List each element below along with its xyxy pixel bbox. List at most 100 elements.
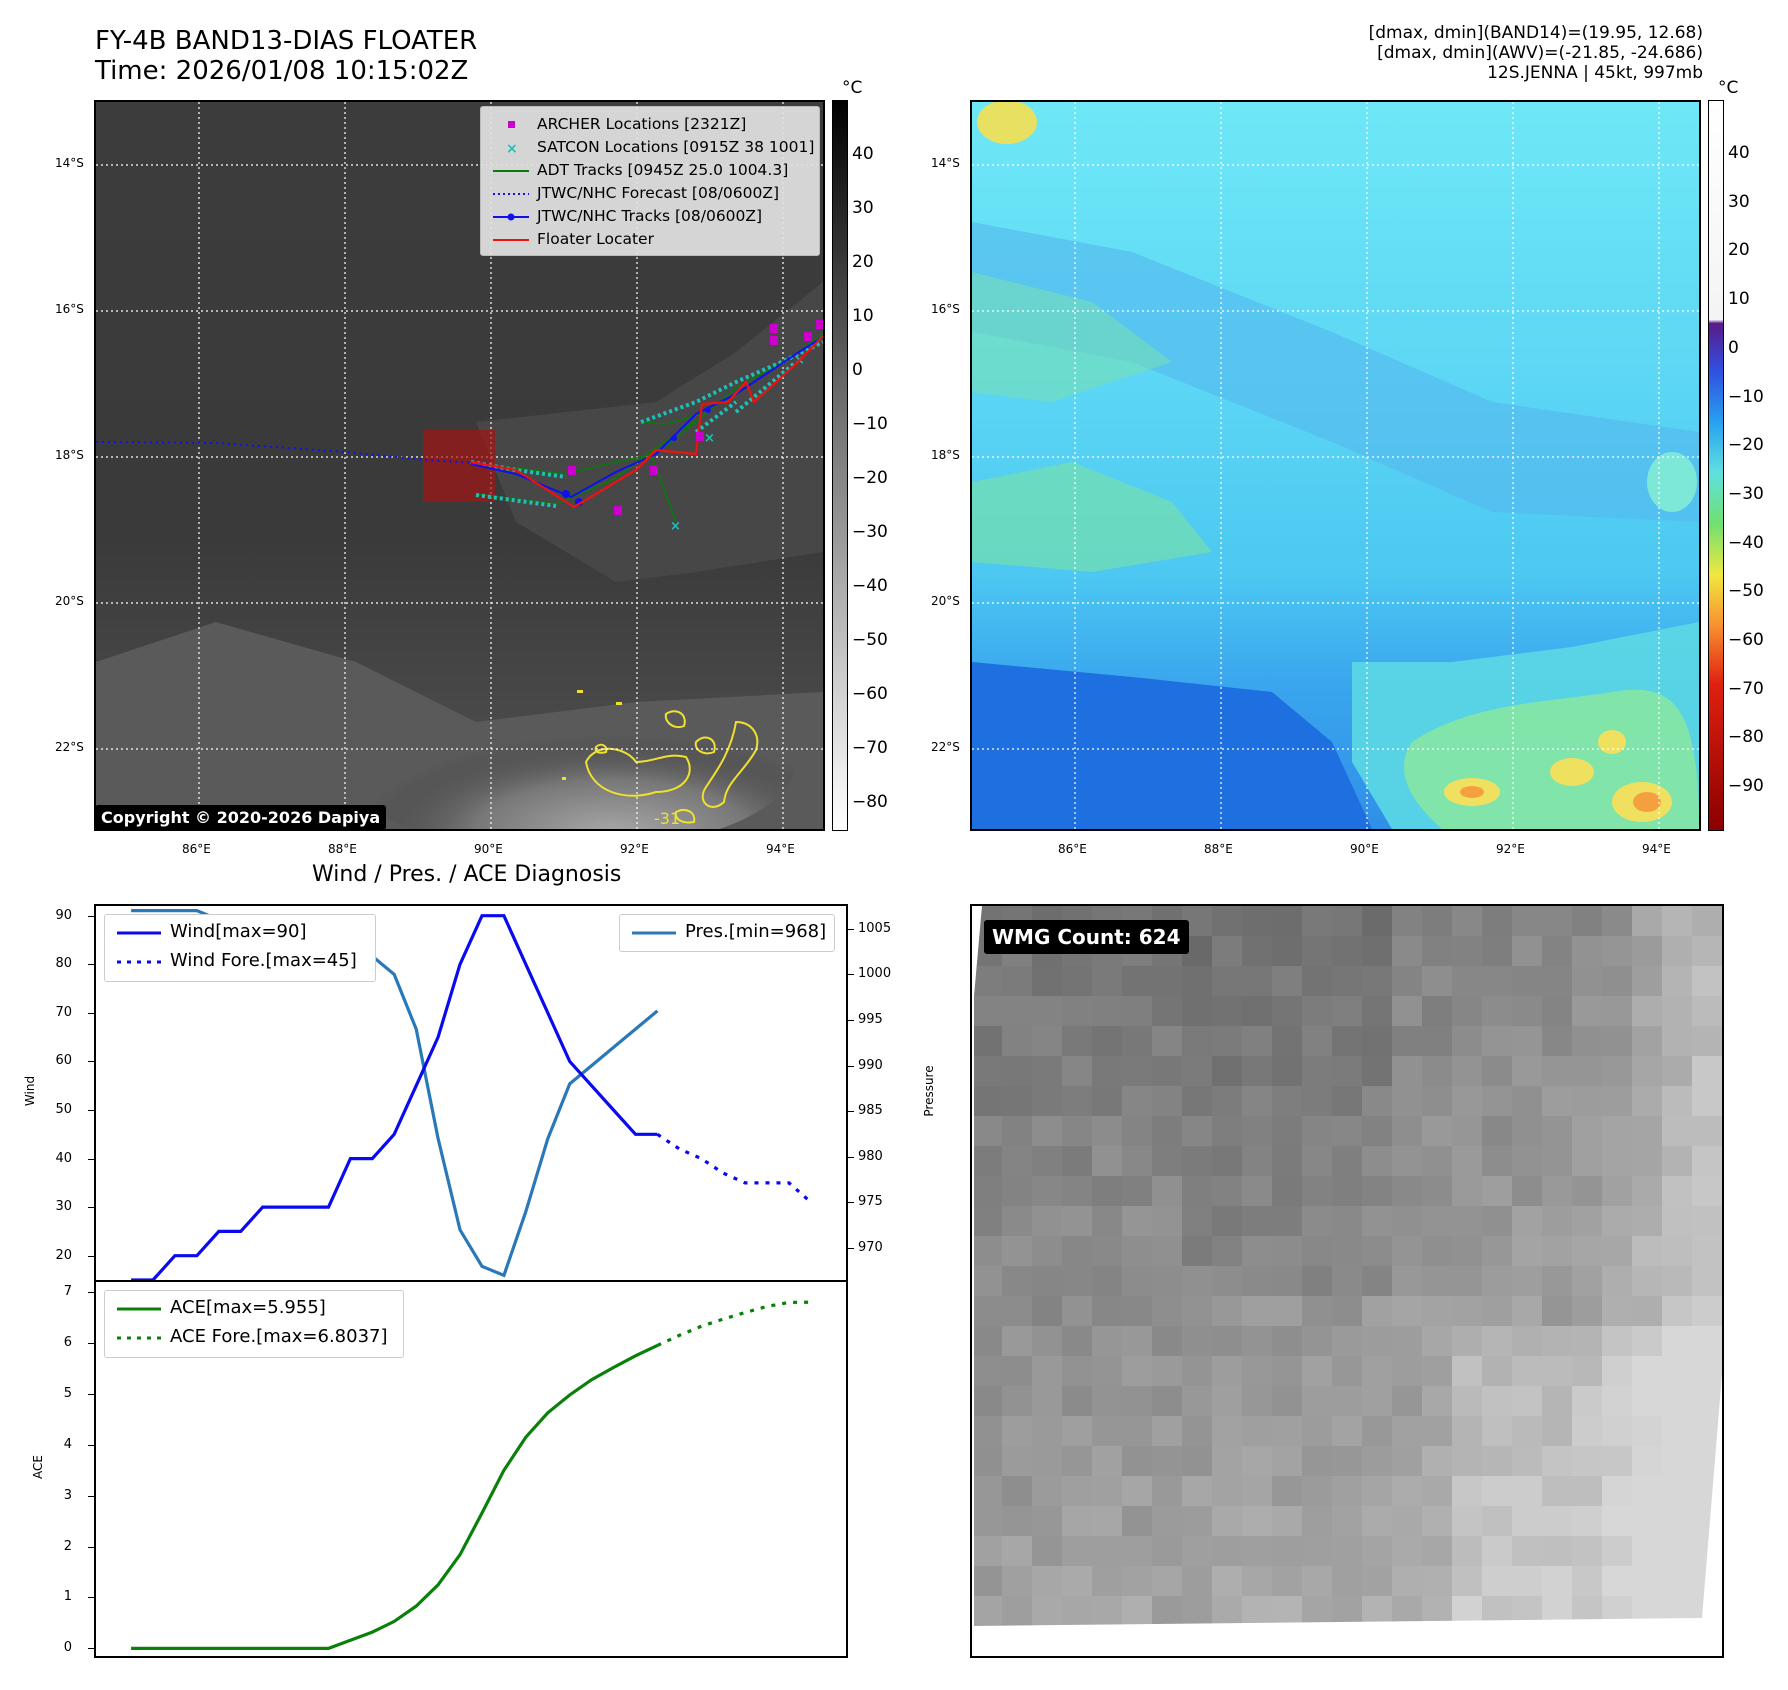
wind-y-tick-mark (88, 915, 94, 917)
wmg-pixel (1512, 966, 1543, 997)
wmg-pixel (1062, 1626, 1093, 1656)
wmg-pixel (1662, 1236, 1693, 1267)
wmg-pixel (1662, 1566, 1693, 1597)
wmg-pixel (974, 1356, 1003, 1387)
wmg-pixel (1182, 1416, 1213, 1447)
awv-lat-label: 20°S (931, 594, 960, 608)
wmg-pixel (1602, 1356, 1633, 1387)
wmg-pixel (1062, 1296, 1093, 1327)
wmg-pixel (1002, 1056, 1033, 1087)
wmg-pixel (1122, 1206, 1153, 1237)
wmg-pixel (1482, 1116, 1513, 1147)
cold-cloud (336, 672, 796, 829)
wmg-pixel (1602, 1626, 1633, 1656)
wmg-pixel (1512, 1236, 1543, 1267)
wmg-pixel (1692, 966, 1722, 997)
wmg-pixel (974, 1446, 1003, 1477)
copyright-badge: Copyright © 2020-2026 Dapiya (96, 805, 387, 829)
wmg-pixel (1632, 1506, 1663, 1537)
wmg-pixel (1032, 1296, 1063, 1327)
wmg-pixel (1482, 1626, 1513, 1656)
wmg-pixel (1482, 1266, 1513, 1297)
wmg-pixel (1182, 1116, 1213, 1147)
wmg-pixel (1302, 1416, 1333, 1447)
wmg-pixel (1512, 1626, 1543, 1656)
wmg-pixel (1422, 1536, 1453, 1567)
wmg-pixel (1332, 1146, 1363, 1177)
wmg-pixel (1452, 1386, 1483, 1417)
wmg-pixel (1482, 1416, 1513, 1447)
wmg-pixel (1272, 1326, 1303, 1357)
ace-plot (131, 1300, 811, 1650)
wmg-pixel (1422, 936, 1453, 967)
wmg-pixel (1152, 1446, 1183, 1477)
wmg-pixel (1392, 1176, 1423, 1207)
wmg-pixel (1542, 996, 1573, 1027)
wmg-pixel (1422, 966, 1453, 997)
awv-colorbar-tick: −50 (1728, 581, 1764, 602)
wmg-pixel (1032, 1476, 1063, 1507)
wmg-pixel (1272, 1566, 1303, 1597)
wmg-pixel (1092, 1056, 1123, 1087)
pressure-axis-label: Pressure (922, 1065, 936, 1117)
wmg-pixel (1602, 1326, 1633, 1357)
wmg-pixel (1152, 1386, 1183, 1417)
wmg-pixel (1512, 1266, 1543, 1297)
wmg-pixel (974, 1476, 1003, 1507)
wmg-pixel (1482, 936, 1513, 967)
wind-y-tick-mark (88, 1158, 94, 1160)
wmg-pixel (1632, 1566, 1663, 1597)
wmg-pixel (1422, 906, 1453, 937)
wmg-pixel (1272, 1416, 1303, 1447)
wmg-pixel (1362, 1476, 1393, 1507)
wmg-pixel (1032, 1266, 1063, 1297)
wmg-pixel (1242, 1086, 1273, 1117)
wmg-pixel (1002, 1116, 1033, 1147)
wmg-pixel (1632, 1296, 1663, 1327)
wmg-pixel (1122, 1626, 1153, 1656)
wmg-pixel (1212, 1296, 1243, 1327)
wmg-pixel (1002, 1086, 1033, 1117)
wmg-pixel (1332, 906, 1363, 937)
wmg-pixel (1332, 1386, 1363, 1417)
wmg-pixel (1272, 966, 1303, 997)
wmg-pixel (1572, 1596, 1603, 1626)
wmg-pixel (974, 1386, 1003, 1417)
wmg-pixel (1122, 1176, 1153, 1207)
wmg-pixel (1122, 1416, 1153, 1447)
wmg-pixel (1032, 1236, 1063, 1267)
wmg-pixel (1062, 1236, 1093, 1267)
wmg-pixel (1542, 1356, 1573, 1387)
wmg-pixel (1452, 906, 1483, 937)
wmg-pixel (1152, 1416, 1183, 1447)
wmg-pixel (1692, 1386, 1722, 1417)
awv-lat-label: 16°S (931, 302, 960, 316)
wmg-pixel (1062, 1026, 1093, 1057)
wmg-pixel (1062, 1056, 1093, 1087)
wmg-pixel (1422, 1056, 1453, 1087)
wmg-pixel (1062, 1416, 1093, 1447)
wmg-pixel (1452, 1086, 1483, 1117)
wind-y-tick: 30 (55, 1199, 72, 1215)
info-line-2: [dmax, dmin](AWV)=(-21.85, -24.686) (1377, 43, 1703, 63)
wmg-pixel (1182, 1446, 1213, 1477)
wmg-pixel (1392, 1296, 1423, 1327)
wmg-pixel (1302, 1356, 1333, 1387)
wind-y-tick: 60 (55, 1053, 72, 1069)
wmg-pixel (1542, 1056, 1573, 1087)
wmg-pixel (1062, 1176, 1093, 1207)
contour-dots (562, 690, 622, 780)
wmg-pixel (1242, 1446, 1273, 1477)
moist-area-west (972, 272, 1172, 402)
wmg-pixel (1182, 1206, 1213, 1237)
ace-y-tick: 3 (63, 1487, 72, 1503)
pressure-y-tick: 1005 (858, 920, 892, 936)
wmg-pixel (1272, 1386, 1303, 1417)
pressure-y-tick: 1000 (858, 966, 892, 982)
wmg-pixel (1272, 1116, 1303, 1147)
wmg-pixel (1062, 1536, 1093, 1567)
wmg-pixel (1002, 1266, 1033, 1297)
ir-colorbar (832, 100, 848, 831)
wmg-pixel (1572, 1296, 1603, 1327)
wmg-pixel (1122, 1506, 1153, 1537)
